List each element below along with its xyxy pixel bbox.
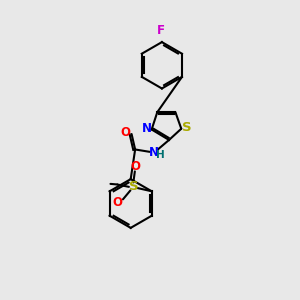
Text: O: O (120, 126, 130, 139)
Text: H: H (156, 150, 164, 160)
Text: S: S (128, 180, 138, 194)
Text: N: N (142, 122, 152, 135)
Text: F: F (157, 24, 165, 37)
Text: O: O (130, 160, 140, 173)
Text: S: S (182, 121, 192, 134)
Text: N: N (148, 146, 159, 159)
Text: O: O (112, 196, 123, 209)
